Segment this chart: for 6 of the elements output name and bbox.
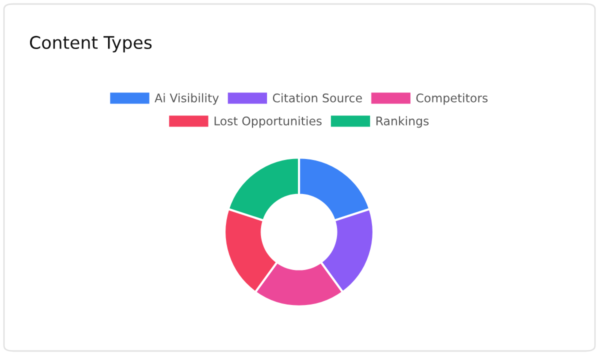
legend-label: Ai Visibility: [154, 93, 219, 105]
legend-label: Lost Opportunities: [214, 116, 322, 128]
chart-title: Content Types: [30, 36, 152, 52]
legend-label: Rankings: [376, 116, 429, 128]
legend-label: Citation Source: [272, 93, 362, 102]
legend-label: Competitors: [416, 93, 488, 105]
